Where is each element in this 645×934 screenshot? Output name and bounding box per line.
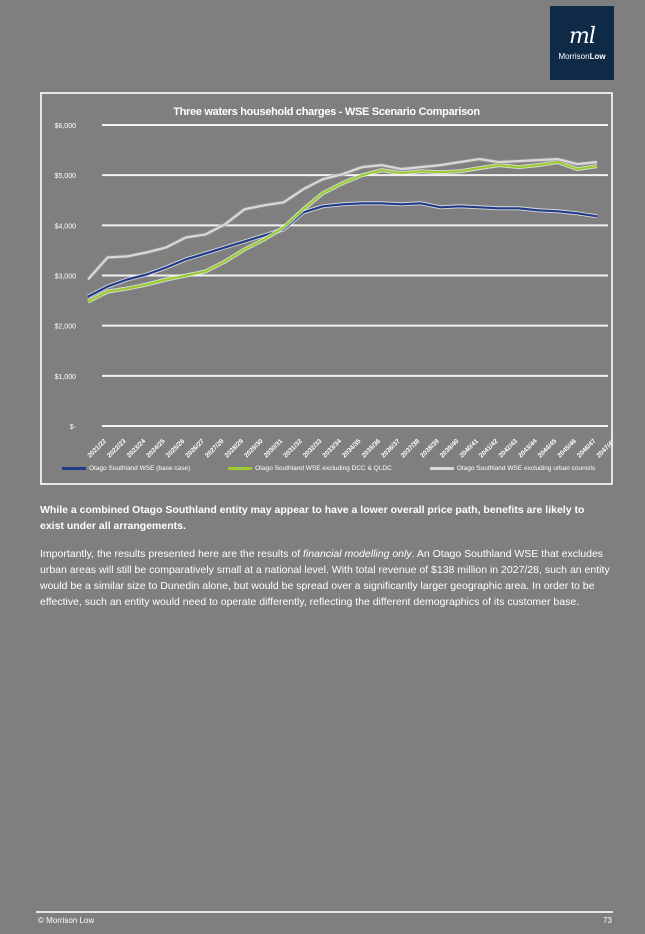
x-tick-label: 2042/43 (498, 438, 520, 460)
x-tick-label: 2044/45 (537, 438, 559, 460)
y-tick-label: $6,000 (55, 123, 77, 130)
x-tick-label: 2035/36 (361, 438, 383, 460)
logo-wordmark: MorrisonLow (558, 52, 605, 61)
x-tick-label: 2025/26 (165, 438, 187, 460)
series-line-outline (86, 157, 598, 281)
footer-divider (36, 911, 613, 913)
series-line (87, 157, 598, 281)
logo-mark-icon: ml (569, 23, 596, 49)
x-tick-label: 2043/44 (517, 438, 539, 460)
chart-title: Three waters household charges - WSE Sce… (173, 106, 480, 118)
x-tick-label: 2028/29 (224, 438, 246, 460)
y-tick-label: $5,000 (55, 173, 77, 180)
legend-label: Otago Southland WSE excluding DCC & QLDC (255, 465, 392, 472)
x-tick-label: 2026/27 (184, 438, 206, 460)
legend-label: Otago Southland WSE excluding urban coun… (456, 465, 596, 472)
y-tick-label: $2,000 (55, 324, 77, 331)
x-tick-label: 2036/37 (380, 438, 402, 460)
y-tick-label: $4,000 (55, 223, 77, 230)
detail-text-emphasis: financial modelling only (303, 548, 412, 560)
y-tick-label: $1,000 (55, 374, 77, 381)
line-chart-plot: $- $1,000 $2,000 $3,000 $4,000 $5,000 $6,000 20… (55, 123, 611, 460)
x-tick-label: 2038/39 (419, 438, 441, 460)
legend-swatch-icon (62, 467, 86, 470)
x-tick-label: 2032/33 (302, 438, 324, 460)
y-tick-label: $3,000 (55, 274, 77, 281)
summary-paragraph: While a combined Otago Southland entity … (40, 504, 585, 532)
legend-item: Otago Southland WSE excluding urban coun… (429, 465, 596, 472)
footer-copyright: © Morrison Low (38, 916, 95, 925)
x-tick-label: 2022/23 (106, 438, 128, 460)
legend-swatch-icon (429, 467, 454, 470)
legend-item: Otago Southland WSE (base case) (62, 465, 190, 472)
chart-container: Three waters household charges - WSE Sce… (40, 92, 613, 485)
legend-item: Otago Southland WSE excluding DCC & QLDC (228, 465, 392, 472)
x-tick-label: 2024/25 (145, 438, 167, 460)
detail-text-part2: . An Otago Southland WSE that excludes u… (40, 548, 610, 608)
x-tick-label: 2030/31 (263, 438, 285, 460)
logo-text-light: Morrison (558, 51, 590, 61)
morrison-low-logo: ml MorrisonLow (550, 6, 614, 80)
x-tick-label: 2033/34 (321, 438, 343, 460)
x-tick-label: 2034/35 (341, 438, 363, 460)
y-tick-label: $- (70, 424, 77, 431)
page-number: 73 (603, 916, 612, 925)
x-tick-label: 2021/22 (86, 438, 108, 460)
x-tick-label: 2037/38 (400, 438, 422, 460)
x-tick-label: 2041/42 (478, 438, 500, 460)
detail-paragraph: Importantly, the results presented here … (40, 546, 610, 610)
x-tick-label: 2027/28 (204, 438, 226, 460)
detail-text-part1: Importantly, the results presented here … (40, 548, 304, 560)
logo-text-bold: Low (589, 51, 606, 61)
x-tick-label: 2029/30 (243, 438, 265, 460)
x-tick-label: 2046/47 (576, 438, 598, 460)
chart-legend: Otago Southland WSE (base case) Otago Sou… (62, 465, 595, 472)
series-line (87, 160, 598, 303)
x-tick-label: 2039/40 (439, 438, 461, 460)
x-tick-label: 2023/24 (126, 438, 148, 460)
x-tick-label: 2045/46 (556, 438, 578, 460)
series-line (87, 202, 598, 298)
x-tick-label: 2031/32 (282, 438, 304, 460)
x-tick-label: 2040/41 (458, 438, 480, 460)
legend-label: Otago Southland WSE (base case) (89, 465, 191, 472)
legend-swatch-icon (228, 467, 253, 470)
x-tick-label: 2047/48 (595, 438, 611, 460)
